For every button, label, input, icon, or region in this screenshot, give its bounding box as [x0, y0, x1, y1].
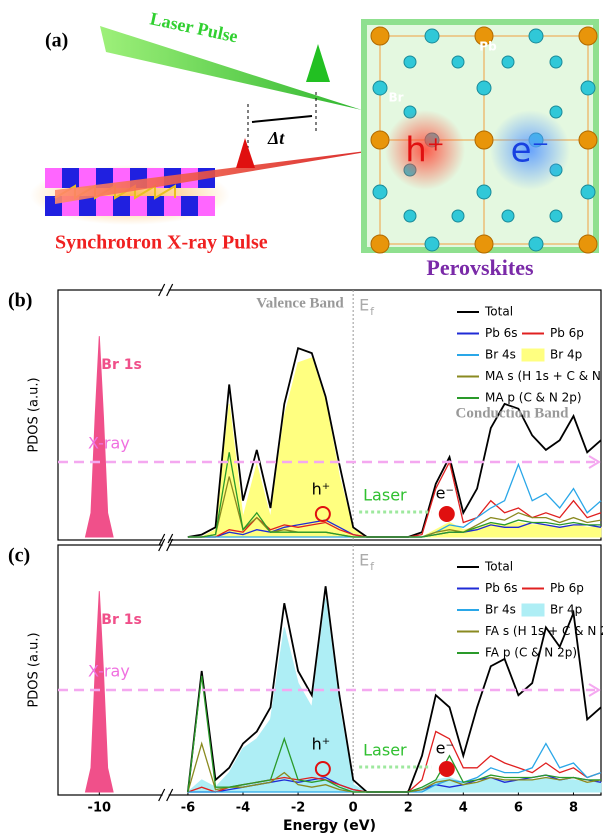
pb-label: Pb — [479, 40, 497, 54]
br-atom — [373, 185, 387, 199]
br-atom — [425, 29, 439, 43]
legend-label: MA p (C & N 2p) — [485, 391, 582, 405]
br-atom — [502, 56, 514, 68]
pb-atom — [579, 27, 597, 45]
hole-label: h⁺ — [312, 735, 331, 754]
fermi-label: E — [359, 296, 369, 315]
legend-label: Br 4p — [550, 348, 582, 362]
schematic: (a) Laser Pulse Δt Synchrotron X-ray Pul… — [30, 8, 597, 280]
br-atom — [581, 185, 595, 199]
br-atom — [529, 29, 543, 43]
laser-label: Laser — [363, 741, 407, 760]
core-level-label: Br 1s — [101, 612, 142, 628]
br-atom — [425, 237, 439, 251]
pb-atom — [371, 235, 389, 253]
panel-label: (a) — [45, 30, 68, 52]
xray-label: X-ray — [88, 434, 130, 453]
delay-label: Δt — [267, 128, 285, 148]
br-atom — [477, 185, 491, 199]
electron-marker — [439, 506, 455, 522]
x-tick-label: 6 — [514, 801, 523, 816]
x-tick-label: -2 — [291, 801, 305, 816]
br-atom — [529, 237, 543, 251]
br-atom — [550, 210, 562, 222]
legend-label: Total — [484, 305, 513, 319]
electron-label: e⁻ — [436, 484, 454, 503]
legend-label: MA s (H 1s + C & N 2s) — [485, 369, 603, 383]
x-tick-label: 4 — [459, 801, 468, 816]
xray-spike — [236, 138, 255, 168]
electron-label: e⁻ — [511, 131, 550, 171]
br-atom — [373, 81, 387, 95]
br-atom — [404, 210, 416, 222]
br-atom — [581, 81, 595, 95]
electron-marker — [439, 761, 455, 777]
core-level-label: Br 1s — [101, 357, 142, 373]
x-axis-label: Energy (eV) — [283, 818, 376, 834]
legend-swatch — [522, 349, 544, 361]
pb-atom — [579, 235, 597, 253]
pb-atom — [475, 235, 493, 253]
x-tick-label: 8 — [569, 801, 578, 816]
legend-label: Pb 6s — [485, 326, 518, 340]
chart: (c) PDOS (a.u.) -10 -6 -4 -2 0 2 4 6 8 Energy (eV) T… — [8, 539, 603, 834]
x-tick-label: 0 — [349, 801, 358, 816]
panel-label: (c) — [8, 545, 30, 567]
band-label: Conduction Band — [456, 405, 570, 421]
electron-label: e⁻ — [436, 739, 454, 758]
br-atom — [550, 106, 562, 118]
material-label: Perovskites — [426, 255, 534, 280]
axis-break-gap — [163, 288, 169, 542]
br-atom — [502, 210, 514, 222]
pb-atom — [579, 131, 597, 149]
legend-label: Pb 6s — [485, 581, 518, 595]
axis-break-gap — [163, 543, 169, 797]
legend-label: Total — [484, 560, 513, 574]
br-atom — [550, 56, 562, 68]
xray-label: Synchrotron X-ray Pulse — [55, 232, 268, 254]
legend-label: FA s (H 1s + C & N 2s) — [485, 624, 603, 638]
br-atom — [404, 56, 416, 68]
delay-arrow — [252, 116, 312, 122]
x-tick-label: -10 — [88, 801, 112, 816]
fermi-label: E — [359, 551, 369, 570]
laser-label: Laser Pulse — [148, 8, 239, 46]
figure: (a) Laser Pulse Δt Synchrotron X-ray Pul… — [0, 0, 603, 838]
laser-label: Laser — [363, 486, 407, 505]
legend-label: Br 4p — [550, 603, 582, 617]
br-label: Br — [388, 91, 403, 105]
y-axis-label: PDOS (a.u.) — [27, 377, 42, 452]
x-tick-label: -4 — [236, 801, 250, 816]
x-tick-label: -6 — [181, 801, 195, 816]
pb-atom — [371, 27, 389, 45]
band-label: Valence Band — [256, 295, 344, 311]
laser-spike — [306, 44, 330, 82]
legend-label: Br 4s — [485, 603, 516, 617]
legend-label: FA p (C & N 2p) — [485, 646, 577, 660]
legend-label: Pb 6p — [550, 326, 584, 340]
y-axis-label: PDOS (a.u.) — [27, 632, 42, 707]
legend-swatch — [522, 604, 544, 616]
br-atom — [477, 81, 491, 95]
br-atom — [452, 56, 464, 68]
chart: (b) PDOS (a.u.) Total Pb 6s Pb 6p Br 4s Br 4p M… — [8, 284, 603, 546]
x-tick-label: 2 — [404, 801, 413, 816]
panel-label: (b) — [8, 290, 32, 312]
hole-label: h⁺ — [405, 131, 445, 171]
legend-label: Pb 6p — [550, 581, 584, 595]
legend-label: Br 4s — [485, 348, 516, 362]
hole-label: h⁺ — [312, 480, 331, 499]
xray-label: X-ray — [88, 662, 130, 681]
br-atom — [452, 210, 464, 222]
